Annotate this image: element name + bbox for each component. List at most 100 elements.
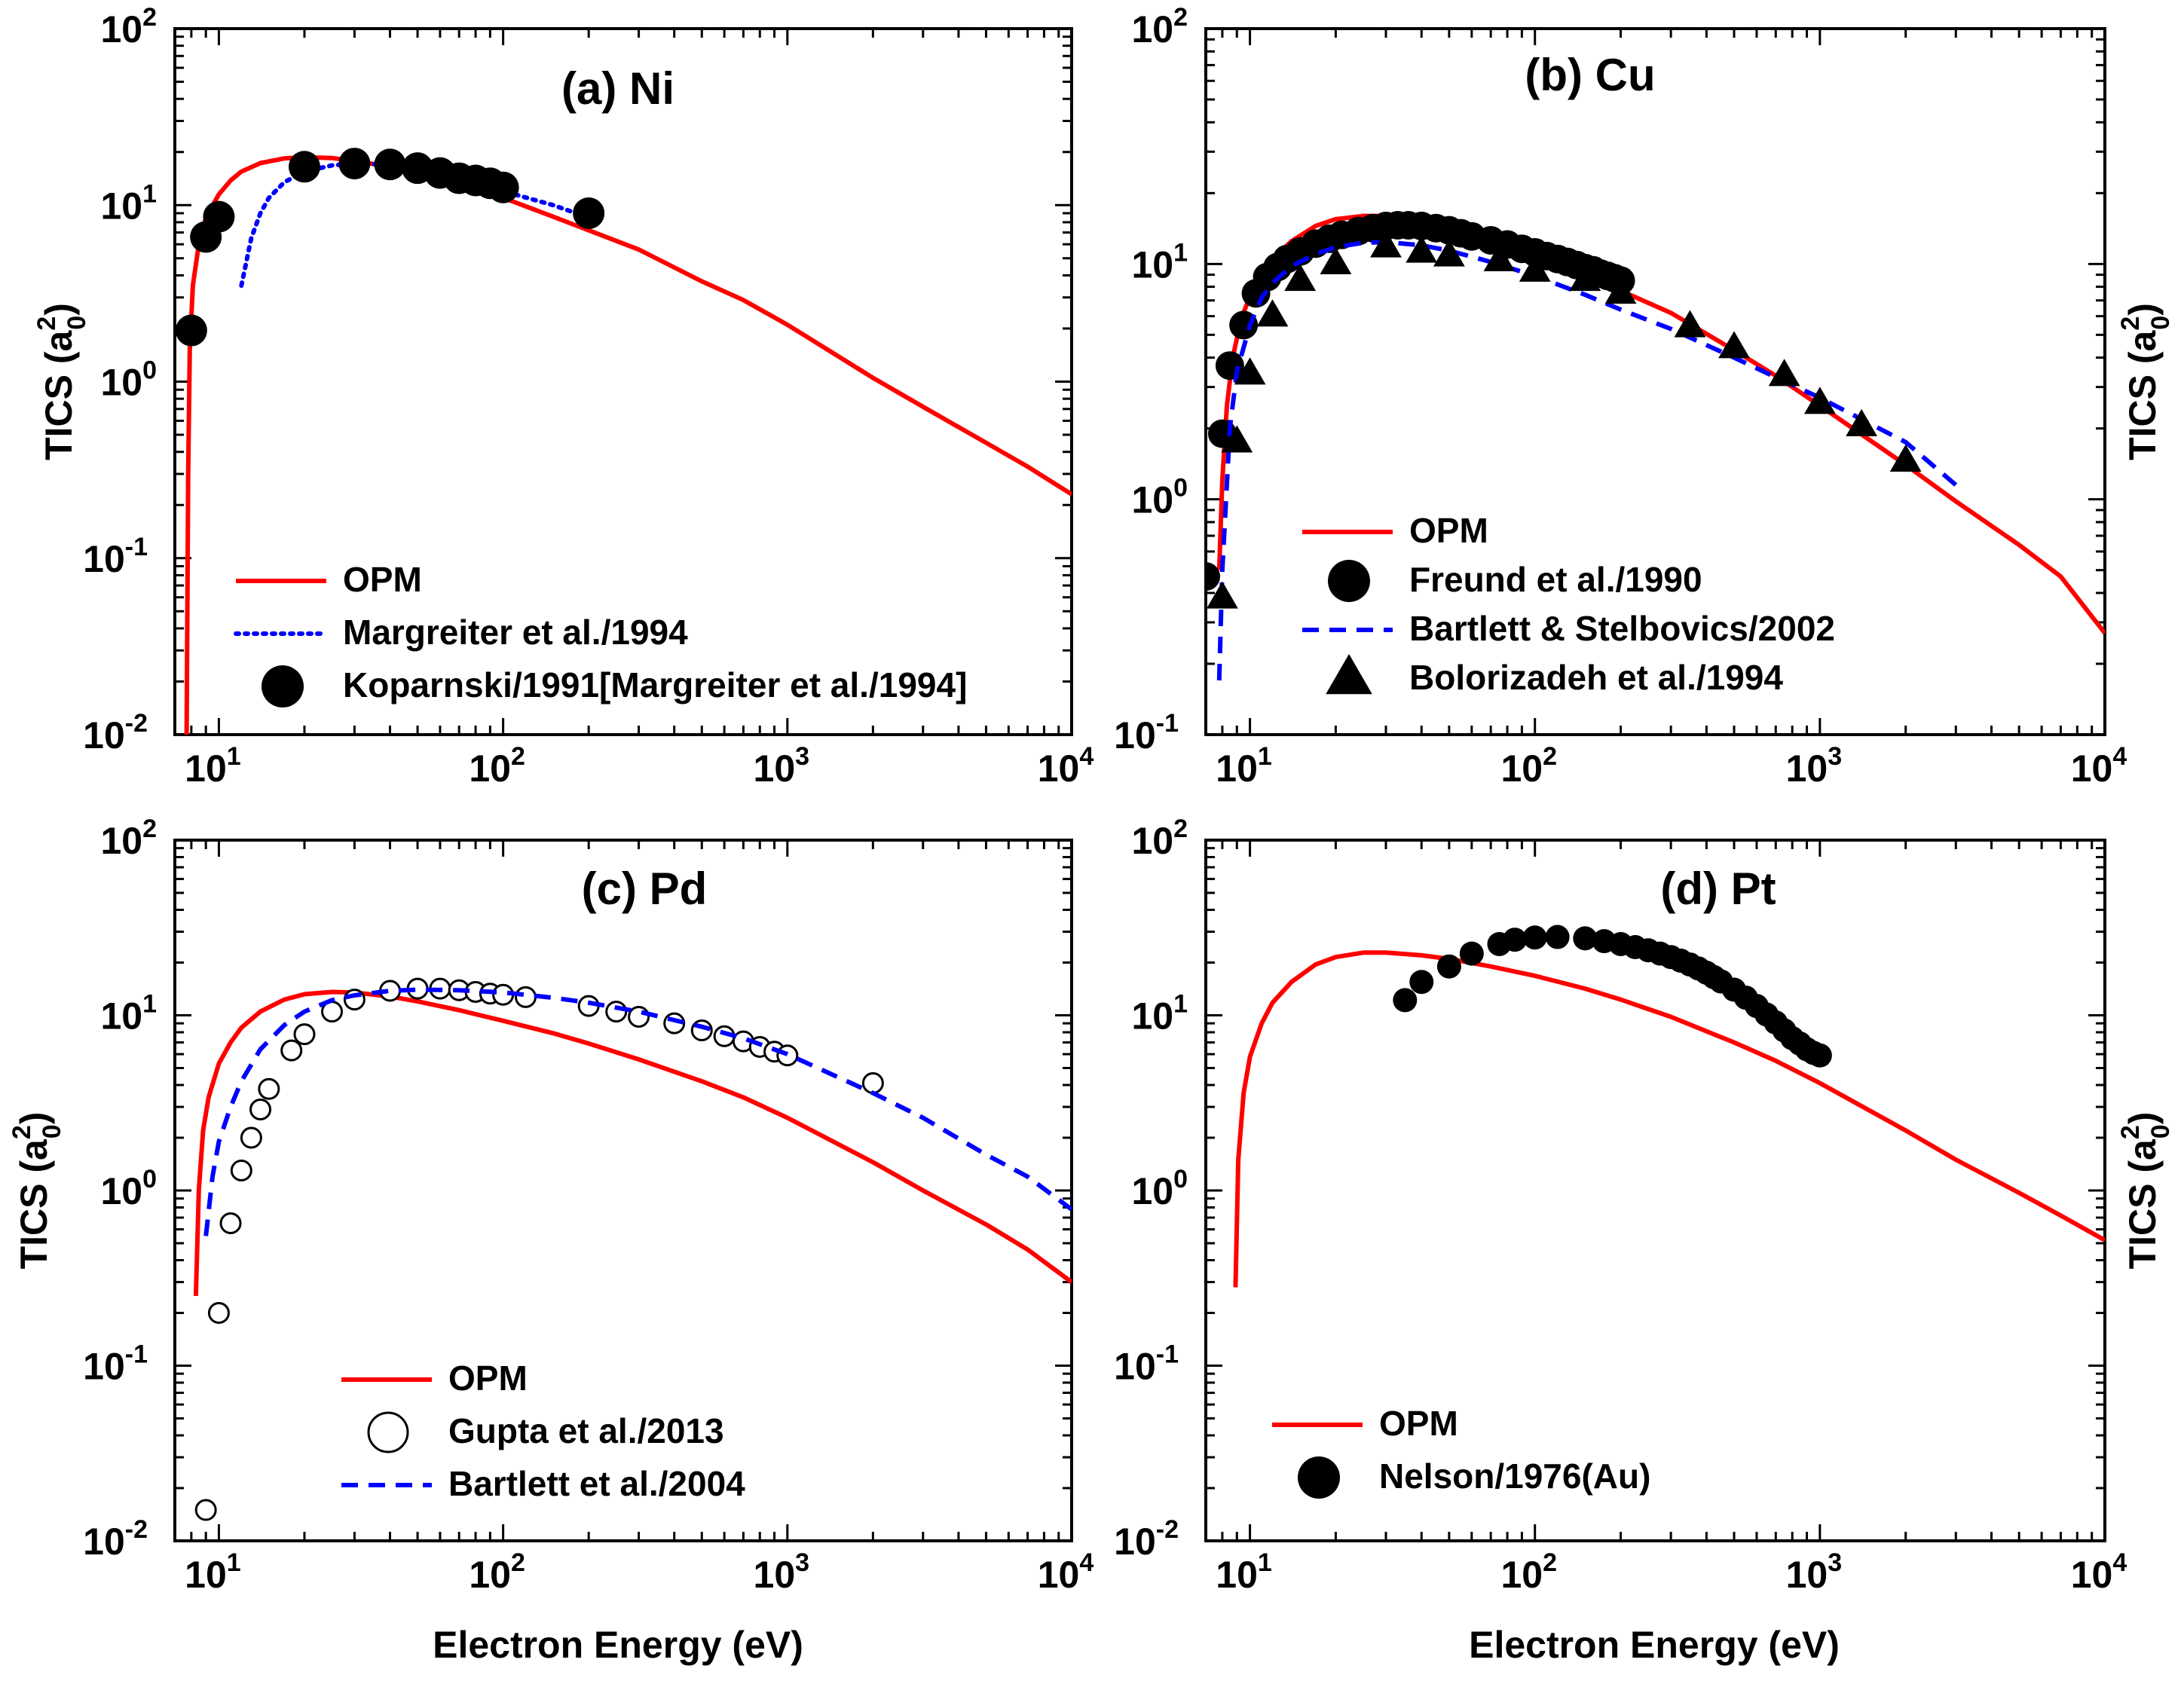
panel-a-y-tick-label: 10-2 — [83, 709, 148, 756]
panel-c-series-gupta-et-al-2013-point — [219, 1212, 242, 1234]
panel-b-series-bolorizadeh-et-al-1994-point — [1483, 243, 1516, 272]
panel-c-series-bartlett-et-al-2004-line — [203, 987, 1072, 1236]
panel-d-legend-nelson-1976-au-label: Nelson/1976(Au) — [1379, 1456, 1650, 1496]
panel-c-title: (c) Pd — [582, 863, 708, 914]
panel-b-series-bolorizadeh-et-al-1994-point — [1889, 444, 1922, 472]
panel-b-series-bolorizadeh-et-al-1994-point — [1604, 276, 1637, 304]
panel-b-x-tick-label: 103 — [1786, 742, 1843, 790]
panel-b-title: (b) Cu — [1525, 50, 1655, 100]
panel-b-ylabel: TICS (a20) — [2116, 303, 2175, 460]
panel-a-x-tick-label: 104 — [1038, 742, 1094, 790]
panel-c-series-gupta-et-al-2013-point — [628, 1006, 650, 1028]
panel-c-y-tick-label: 10-1 — [83, 1340, 148, 1388]
panel-b-series-bolorizadeh-et-al-1994-point — [1370, 230, 1402, 258]
panel-a-legend-margreiter-et-al-1994-label: Margreiter et al./1994 — [343, 613, 688, 652]
panel-a-y-tick-label: 10-1 — [83, 533, 148, 580]
panel-d-series-nelson-1976-au-point — [1459, 941, 1484, 966]
panel-b-legend: OPM Freund et al./1990 Bartlett & Stelbovi… — [1302, 511, 1835, 697]
panel-a-x-tick-label: 101 — [185, 742, 241, 790]
panel-d-series-nelson-1976-au-point — [1409, 970, 1434, 995]
panel-d-legend-opm-label: OPM — [1379, 1404, 1458, 1443]
panel-c-y-tick-label: 101 — [100, 990, 157, 1038]
panel-b-series-bolorizadeh-et-al-1994-point — [1207, 581, 1238, 609]
panel-b-series-bolorizadeh-et-al-1994-point — [1768, 359, 1800, 387]
panel-c-series-gupta-et-al-2013-point — [293, 1023, 316, 1046]
panel-d-series-nelson-1976-au-point — [1503, 928, 1528, 952]
panel-b-series-bolorizadeh-et-al-1994-point — [1221, 425, 1253, 453]
panel-d-legend-nelson-1976-au-swatch — [1298, 1456, 1340, 1499]
panel-a-x-tick-label: 102 — [469, 742, 525, 790]
panel-a-plot-area: 101 102 103 104 10-2 10-1 100 101 102 TICS (a20) — [32, 3, 1094, 790]
panel-d-legend: OPM Nelson/1976(Au) — [1272, 1404, 1650, 1499]
panel-b-series-bolorizadeh-et-al-1994-point — [1803, 387, 1836, 414]
panel-b-x-tick-label: 104 — [2071, 742, 2127, 790]
panel-d-series-nelson-1976-au-point — [1522, 925, 1547, 950]
panel-d-y-tick-label: 10-1 — [1114, 1340, 1179, 1388]
panel-a-series-group — [175, 148, 1072, 735]
panel-a-series-koparnski-1991-margreiter-et-al-1994-point — [573, 197, 605, 229]
panel-b-series-bolorizadeh-et-al-1994-point — [1256, 299, 1289, 327]
panel-d-series-nelson-1976-au-point — [1393, 988, 1418, 1013]
panel-d-series-nelson-1976-au-point — [1807, 1043, 1832, 1068]
panel-d-y-tick-label: 10-2 — [1114, 1515, 1179, 1563]
panel-b-legend-freund-et-al-1990-swatch — [1328, 560, 1370, 602]
panel-b-legend-bolorizadeh-et-al-1994-label: Bolorizadeh et al./1994 — [1409, 658, 1783, 697]
panel-c-x-tick-label: 104 — [1038, 1548, 1094, 1596]
panel-b-cu: (b) Cu 101 102 103 104 10-1 100 101 102 TICS (a2… — [1114, 3, 2175, 790]
panel-a-x-tick-label: 103 — [754, 742, 810, 790]
panel-b-series-bolorizadeh-et-al-1994-point — [1569, 263, 1601, 292]
panel-a-title: (a) Ni — [561, 63, 674, 114]
panel-c-plot-area: 101 102 103 104 10-2 10-1 100 101 102 TICS (a20) — [8, 814, 1094, 1596]
panel-d-pt: (d) Pt 101 102 103 104 10-2 10-1 100 101 102 TICS… — [1114, 814, 2175, 1596]
panel-b-series-bartlett-stelbovics-2002-line — [1216, 240, 1958, 681]
panel-d-y-tick-label: 100 — [1131, 1165, 1188, 1212]
panel-d-xlabel: Electron Energy (eV) — [1469, 1624, 1840, 1666]
panel-d-series-nelson-1976-au-point — [1436, 954, 1461, 979]
panel-b-y-tick-label: 101 — [1131, 238, 1188, 286]
panel-c-legend-gupta-et-al-2013-swatch — [367, 1411, 409, 1453]
panel-b-series-bolorizadeh-et-al-1994-point — [1433, 239, 1465, 267]
panel-a-series-koparnski-1991-margreiter-et-al-1994-point — [338, 148, 371, 180]
panel-b-legend-bartlett-stelbovics-2002-label: Bartlett & Stelbovics/2002 — [1409, 609, 1835, 648]
panel-c-legend-bartlett-et-al-2004-label: Bartlett et al./2004 — [448, 1464, 745, 1503]
panel-b-legend-bolorizadeh-et-al-1994-swatch — [1326, 654, 1372, 695]
panel-c-y-tick-label: 100 — [100, 1165, 157, 1212]
panel-b-legend-opm-label: OPM — [1409, 511, 1488, 550]
panel-b-x-tick-label: 101 — [1216, 742, 1272, 790]
panel-b-y-tick-label: 102 — [1131, 3, 1188, 50]
panel-a-ylabel: TICS (a20) — [32, 303, 91, 460]
panel-d-plot-area: 101 102 103 104 10-2 10-1 100 101 102 TICS (a20) — [1114, 814, 2175, 1596]
panel-a-series-koparnski-1991-margreiter-et-al-1994-point — [374, 148, 406, 181]
panel-b-frame — [1204, 27, 2106, 736]
panel-c-series-gupta-et-al-2013-point — [240, 1126, 262, 1149]
panel-c-series-gupta-et-al-2013-point — [514, 986, 537, 1008]
panel-a-series-koparnski-1991-margreiter-et-al-1994-point — [203, 200, 235, 233]
panel-c-y-tick-label: 102 — [100, 814, 157, 862]
panel-c-x-tick-label: 101 — [185, 1548, 241, 1596]
panel-d-x-tick-label: 101 — [1216, 1548, 1272, 1596]
panel-c-legend: OPM Gupta et al./2013 Bartlett et al./2004 — [341, 1359, 745, 1503]
panel-c-pd: (c) Pd 101 102 103 104 10-2 10-1 100 101 102 TICS… — [8, 814, 1094, 1596]
panel-c-x-tick-label: 103 — [754, 1548, 810, 1596]
panel-a-legend-opm-label: OPM — [343, 560, 422, 599]
panel-b-y-tick-label: 100 — [1131, 474, 1188, 521]
panel-c-series-gupta-et-al-2013-point — [230, 1160, 252, 1182]
panel-b-series-bolorizadeh-et-al-1994-point — [1320, 246, 1352, 275]
panel-c-x-tick-label: 102 — [469, 1548, 525, 1596]
panel-d-x-tick-label: 103 — [1786, 1548, 1843, 1596]
panel-b-series-bolorizadeh-et-al-1994-point — [1284, 263, 1317, 292]
panel-b-series-bolorizadeh-et-al-1994-point — [1406, 235, 1438, 263]
panel-c-series-gupta-et-al-2013-point — [194, 1499, 217, 1521]
panel-d-series-opm-line — [1233, 950, 2105, 1288]
panel-b-plot-area: 101 102 103 104 10-1 100 101 102 TICS (a20) — [1114, 3, 2175, 790]
panel-d-x-tick-label: 104 — [2071, 1548, 2127, 1596]
panel-c-xlabel: Electron Energy (eV) — [433, 1624, 803, 1666]
panel-c-series-gupta-et-al-2013-point — [258, 1077, 280, 1100]
panel-a-legend-koparnski-1991-margreiter-et-al-1994-swatch — [262, 665, 304, 708]
panel-c-series-gupta-et-al-2013-point — [861, 1072, 884, 1095]
panel-d-series-nelson-1976-au-point — [1545, 925, 1570, 949]
panel-b-series-bolorizadeh-et-al-1994-point — [1718, 331, 1750, 359]
panel-b-x-tick-label: 102 — [1500, 742, 1557, 790]
panel-c-y-tick-label: 10-2 — [83, 1515, 148, 1563]
panel-a-series-koparnski-1991-margreiter-et-al-1994-point — [288, 151, 320, 183]
